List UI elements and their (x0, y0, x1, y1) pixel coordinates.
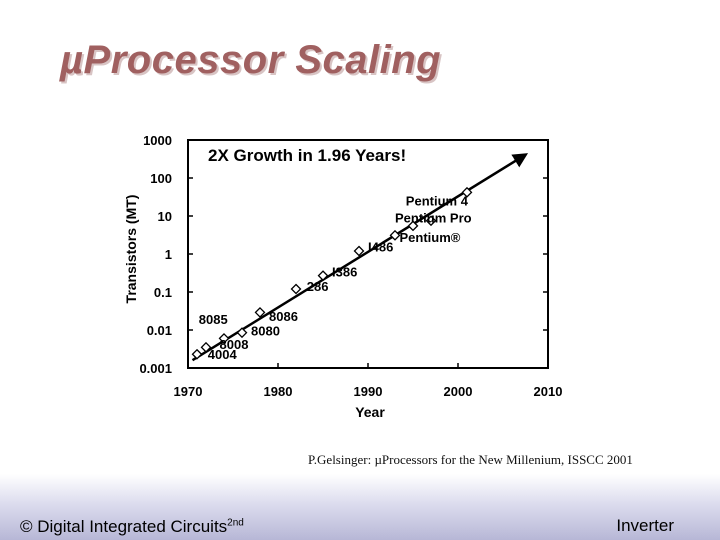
footer-bar: © Digital Integrated Circuits2nd Inverte… (0, 474, 720, 540)
trend-line (191, 153, 529, 362)
axis-ticks (187, 139, 549, 369)
y-tick-label: 0.01 (147, 323, 172, 338)
slide-title: µProcessor Scaling (60, 38, 442, 82)
processor-label: 286 (307, 279, 329, 294)
processor-label: 8086 (269, 309, 298, 324)
trend-line-group (191, 153, 529, 362)
data-point-diamond (200, 341, 212, 353)
data-point-diamond (290, 283, 302, 295)
data-point-diamond (317, 270, 329, 282)
x-axis-label: Year (355, 404, 385, 420)
data-points (191, 186, 473, 360)
y-tick-label: 100 (150, 171, 172, 186)
y-axis-label: Transistors (MT) (123, 195, 139, 304)
data-point-diamond (407, 220, 419, 232)
data-point-diamond (236, 327, 248, 339)
y-tick-label: 1000 (143, 133, 172, 148)
processor-label: Pentium 4 (406, 193, 469, 208)
y-tick-label: 0.1 (154, 285, 172, 300)
data-point-diamond (425, 215, 437, 227)
x-tick-label: 2010 (534, 384, 563, 399)
chart-title: 2X Growth in 1.96 Years! (208, 146, 406, 165)
processor-label: 4004 (208, 347, 238, 362)
data-point-diamond (191, 348, 203, 360)
data-point-diamond (389, 229, 401, 241)
y-tick-label: 0.001 (139, 361, 172, 376)
processor-label: 8085 (199, 312, 228, 327)
footer-course-title: © Digital Integrated Circuits2nd (20, 517, 244, 537)
x-tick-label: 1990 (354, 384, 383, 399)
processor-label: I386 (332, 265, 357, 280)
processor-label: Pentium Pro (395, 210, 472, 225)
processor-label: 8080 (251, 324, 280, 339)
data-point-diamond (461, 186, 473, 198)
y-tick-label: 10 (158, 209, 172, 224)
processor-label: I486 (368, 240, 393, 255)
footer-section-name: Inverter (616, 516, 674, 535)
y-tick-labels: 1000 100 10 1 0.1 0.01 0.001 (139, 133, 172, 376)
citation: P.Gelsinger: µProcessors for the New Mil… (308, 452, 633, 467)
data-point-diamond (254, 307, 266, 318)
data-point-diamond (353, 245, 365, 257)
x-tick-label: 1970 (174, 384, 203, 399)
x-tick-label: 2000 (444, 384, 473, 399)
processor-label: 8008 (220, 337, 249, 352)
x-tick-label: 1980 (264, 384, 293, 399)
processor-label: Pentium® (400, 230, 461, 245)
data-point-diamond (218, 333, 230, 344)
footer-edition: 2nd (227, 517, 244, 529)
x-tick-labels: 1970 1980 1990 2000 2010 (174, 384, 563, 399)
y-tick-label: 1 (165, 247, 172, 262)
footer-course-text: © Digital Integrated Circuits (20, 517, 228, 536)
